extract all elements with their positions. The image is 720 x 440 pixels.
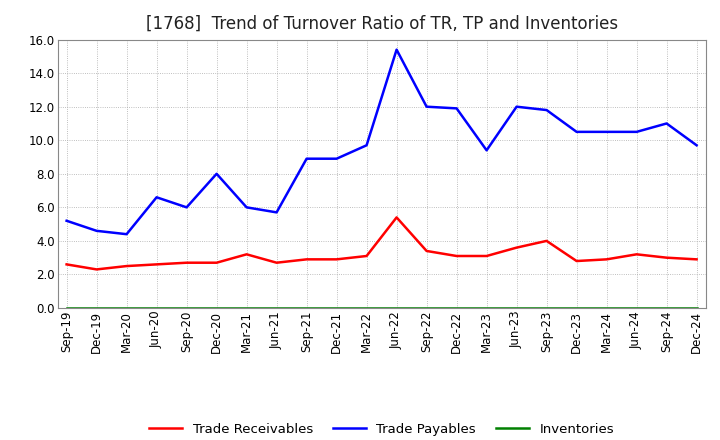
Trade Receivables: [542, 238, 551, 244]
Inventories: [392, 305, 401, 311]
Inventories: [602, 305, 611, 311]
Trade Payables: [212, 171, 221, 176]
Trade Receivables: [422, 248, 431, 253]
Trade Receivables: [602, 257, 611, 262]
Inventories: [182, 305, 191, 311]
Inventories: [362, 305, 371, 311]
Legend: Trade Receivables, Trade Payables, Inventories: Trade Receivables, Trade Payables, Inven…: [144, 418, 619, 440]
Line: Trade Payables: Trade Payables: [66, 50, 697, 234]
Inventories: [333, 305, 341, 311]
Trade Payables: [333, 156, 341, 161]
Trade Receivables: [302, 257, 311, 262]
Inventories: [302, 305, 311, 311]
Trade Payables: [693, 143, 701, 148]
Inventories: [572, 305, 581, 311]
Trade Payables: [272, 210, 281, 215]
Inventories: [662, 305, 671, 311]
Trade Payables: [482, 148, 491, 153]
Trade Payables: [422, 104, 431, 109]
Trade Receivables: [482, 253, 491, 259]
Trade Payables: [513, 104, 521, 109]
Inventories: [92, 305, 101, 311]
Trade Receivables: [662, 255, 671, 260]
Trade Payables: [153, 194, 161, 200]
Inventories: [242, 305, 251, 311]
Trade Receivables: [513, 245, 521, 250]
Inventories: [513, 305, 521, 311]
Trade Payables: [122, 231, 131, 237]
Inventories: [422, 305, 431, 311]
Trade Payables: [602, 129, 611, 135]
Trade Receivables: [92, 267, 101, 272]
Trade Payables: [632, 129, 641, 135]
Inventories: [153, 305, 161, 311]
Inventories: [62, 305, 71, 311]
Trade Receivables: [693, 257, 701, 262]
Trade Payables: [572, 129, 581, 135]
Inventories: [122, 305, 131, 311]
Trade Receivables: [182, 260, 191, 265]
Inventories: [212, 305, 221, 311]
Trade Receivables: [333, 257, 341, 262]
Trade Payables: [182, 205, 191, 210]
Inventories: [542, 305, 551, 311]
Trade Receivables: [392, 215, 401, 220]
Trade Receivables: [362, 253, 371, 259]
Trade Receivables: [452, 253, 461, 259]
Trade Payables: [452, 106, 461, 111]
Inventories: [452, 305, 461, 311]
Title: [1768]  Trend of Turnover Ratio of TR, TP and Inventories: [1768] Trend of Turnover Ratio of TR, TP…: [145, 15, 618, 33]
Trade Receivables: [62, 262, 71, 267]
Inventories: [693, 305, 701, 311]
Trade Receivables: [242, 252, 251, 257]
Trade Receivables: [272, 260, 281, 265]
Trade Payables: [392, 47, 401, 52]
Line: Trade Receivables: Trade Receivables: [66, 217, 697, 269]
Trade Payables: [62, 218, 71, 224]
Trade Payables: [92, 228, 101, 234]
Trade Receivables: [632, 252, 641, 257]
Trade Receivables: [153, 262, 161, 267]
Trade Receivables: [212, 260, 221, 265]
Inventories: [272, 305, 281, 311]
Trade Receivables: [572, 258, 581, 264]
Trade Payables: [242, 205, 251, 210]
Trade Receivables: [122, 264, 131, 269]
Trade Payables: [302, 156, 311, 161]
Trade Payables: [542, 107, 551, 113]
Inventories: [632, 305, 641, 311]
Trade Payables: [362, 143, 371, 148]
Inventories: [482, 305, 491, 311]
Trade Payables: [662, 121, 671, 126]
